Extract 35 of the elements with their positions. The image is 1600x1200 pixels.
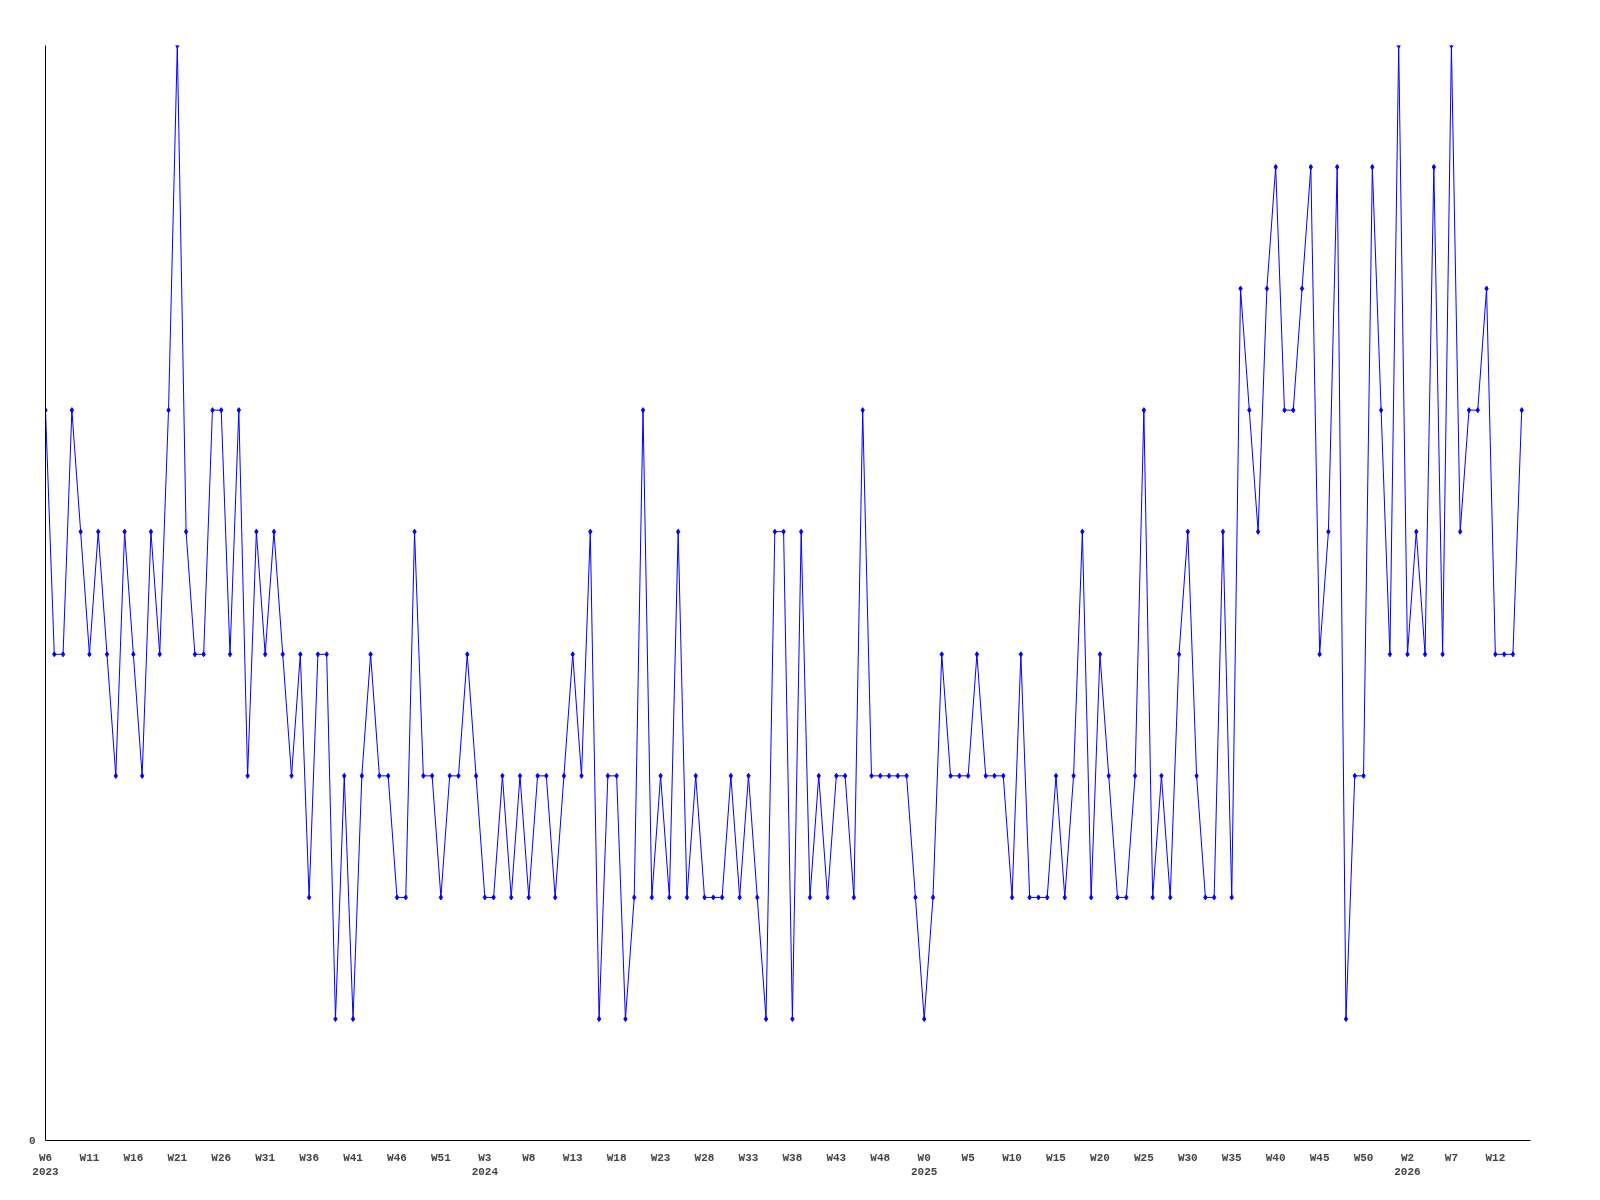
x-tick-label: W35 [1221, 1151, 1243, 1164]
x-tick-label: W30 [1177, 1151, 1198, 1164]
x-tick-label: W21 [167, 1151, 188, 1164]
x-tick-label: W10 [1002, 1151, 1022, 1164]
x-tick-label: W6 2023 [32, 1151, 60, 1178]
x-tick-label: W28 [694, 1151, 715, 1164]
x-tick-label: W23 [650, 1151, 671, 1164]
x-tick-label: W41 [343, 1151, 364, 1164]
x-tick-label: W31 [255, 1151, 276, 1164]
x-tick-label: W25 [1133, 1151, 1155, 1164]
x-tick-label: W48 [870, 1151, 891, 1164]
text: 0 [28, 1135, 36, 1147]
x-tick-label: W45 [1309, 1151, 1330, 1164]
x-tick-label: W50 [1353, 1151, 1374, 1164]
x-tick-label: W5 [961, 1151, 976, 1164]
x-tick-label: W0 2025 [911, 1151, 938, 1178]
x-tick-label: W20 [1090, 1151, 1110, 1164]
x-tick-label: W15 [1046, 1151, 1067, 1164]
x-tick-label: W36 [299, 1151, 320, 1164]
x-tick-label: W3 2024 [471, 1151, 499, 1178]
x-tick-label: W40 [1265, 1151, 1286, 1164]
x-tick-label: W43 [826, 1151, 847, 1164]
x-tick-label: W12 [1485, 1151, 1506, 1164]
x-tick-label: W2 2026 [1394, 1151, 1421, 1178]
x-tick-label: W16 [123, 1151, 144, 1164]
x-tick-label: W46 [387, 1151, 407, 1164]
x-tick-label: W33 [738, 1151, 759, 1164]
x-tick-label: W26 [211, 1151, 232, 1164]
x-tick-label: W8 [522, 1151, 536, 1164]
x-tick-label: W11 [79, 1151, 100, 1164]
x-tick-label: W51 [431, 1151, 452, 1164]
x-tick-label: W7 [1444, 1151, 1459, 1164]
x-tick-label: W13 [562, 1151, 584, 1164]
x-tick-label: W18 [606, 1151, 627, 1164]
x-tick-label: W38 [782, 1151, 803, 1164]
